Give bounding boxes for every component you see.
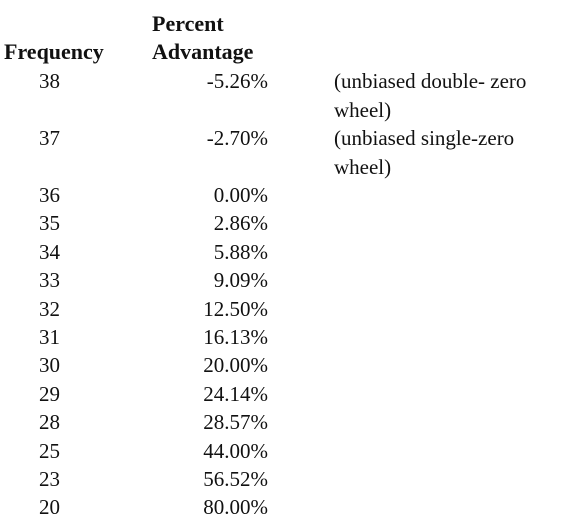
table-row: 32 12.50%: [0, 295, 568, 323]
advantage-cell: 16.13%: [203, 324, 268, 349]
advantage-cell: 0.00%: [213, 183, 268, 207]
advantage-cell: 28.57%: [203, 410, 268, 435]
table-row: 25 44.00%: [0, 437, 568, 465]
frequency-cell: 38: [39, 69, 60, 93]
frequency-cell: 34: [39, 239, 60, 264]
table-row: 23 56.52%: [0, 465, 568, 493]
frequency-cell: 23: [39, 466, 60, 491]
table-row: 35 2.86%: [0, 209, 568, 237]
table-row: 36 0.00%: [0, 181, 568, 209]
advantage-cell: 5.88%: [213, 239, 268, 264]
frequency-cell: 30: [39, 353, 60, 378]
header-frequency: Frequency: [4, 39, 104, 64]
advantage-cell: 2.86%: [213, 211, 268, 236]
table-row: 29 24.14%: [0, 380, 568, 408]
table-row: 37 -2.70% (unbiased single-zero wheel): [0, 124, 568, 181]
advantage-cell: -5.26%: [206, 69, 268, 93]
frequency-cell: 20: [39, 495, 60, 520]
advantage-cell: 44.00%: [203, 438, 268, 463]
frequency-cell: 28: [39, 410, 60, 435]
table-body: 38 -5.26% (unbiased double- zero wheel) …: [0, 67, 568, 522]
table-row: 34 5.88%: [0, 238, 568, 266]
table-row: 33 9.09%: [0, 266, 568, 294]
header-advantage: Advantage: [152, 39, 254, 64]
advantage-cell: -2.70%: [206, 126, 268, 150]
frequency-cell: 36: [39, 183, 60, 207]
frequency-cell: 37: [39, 126, 60, 150]
frequency-cell: 31: [39, 324, 60, 349]
note-cell: (unbiased double- zero wheel): [334, 69, 527, 122]
frequency-cell: 25: [39, 438, 60, 463]
frequency-cell: 35: [39, 211, 60, 236]
note-cell: (unbiased single-zero wheel): [334, 126, 515, 179]
table-row: 28 28.57%: [0, 408, 568, 436]
advantage-cell: 24.14%: [203, 381, 268, 406]
advantage-cell: 56.52%: [203, 466, 268, 491]
advantage-cell: 80.00%: [203, 495, 268, 520]
table-row: 31 16.13%: [0, 323, 568, 351]
advantage-cell: 12.50%: [203, 296, 268, 321]
table-row: 30 20.00%: [0, 351, 568, 379]
advantage-cell: 9.09%: [213, 268, 268, 293]
frequency-cell: 32: [39, 296, 60, 321]
table-row: 20 80.00%: [0, 493, 568, 521]
advantage-cell: 20.00%: [203, 353, 268, 378]
table-row: 38 -5.26% (unbiased double- zero wheel): [0, 67, 568, 124]
frequency-cell: 29: [39, 381, 60, 406]
frequency-cell: 33: [39, 268, 60, 293]
header-percent: Percent: [152, 11, 224, 36]
